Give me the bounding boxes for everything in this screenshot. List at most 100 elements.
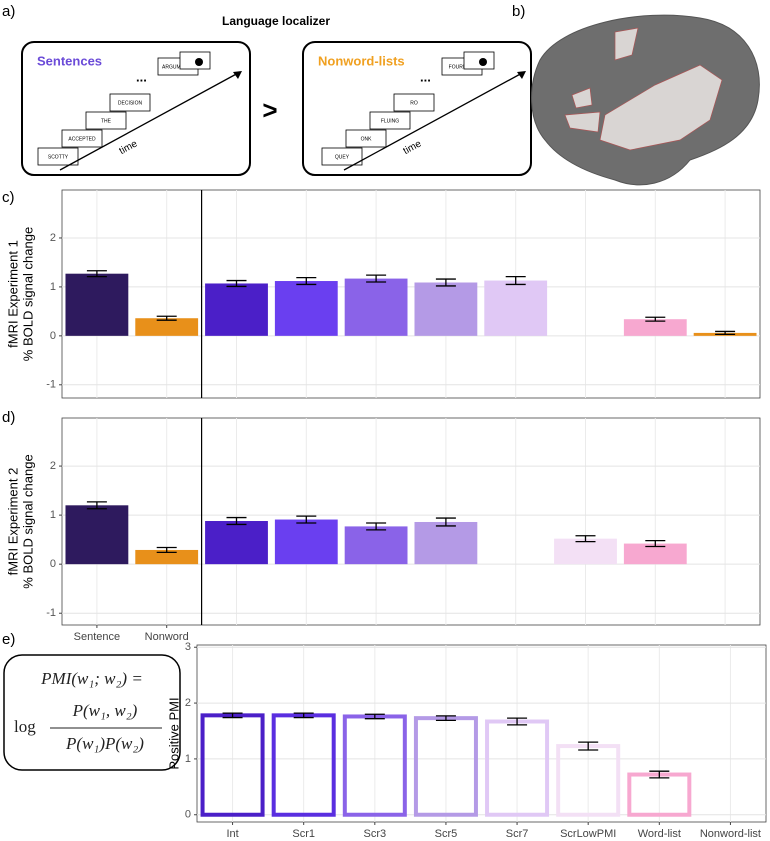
word: RO <box>410 100 418 106</box>
x-tick-label: ScrLowPMI <box>560 828 616 840</box>
panel-label: e) <box>2 631 15 648</box>
y-tick-label: 3 <box>185 641 191 653</box>
word-box <box>85 111 127 130</box>
bar <box>274 519 338 565</box>
y-tick-label: 1 <box>50 509 56 521</box>
error-bar <box>715 330 736 336</box>
y-tick-label: 2 <box>50 232 56 244</box>
arrow-head <box>233 71 242 79</box>
formula-denominator: P(w₁)P(w₂) <box>65 734 144 753</box>
error-bar <box>645 316 666 322</box>
error-bar <box>645 539 666 548</box>
bar <box>205 283 268 336</box>
panel-label: a) <box>2 3 15 20</box>
bar <box>65 273 129 336</box>
y-tick-label: 1 <box>185 753 191 765</box>
bar <box>274 281 338 336</box>
x-tick-label: Nonword-list <box>700 828 761 840</box>
error-bar <box>366 522 387 531</box>
sentences-box <box>21 41 251 176</box>
x-tick-label: Nonword <box>145 631 189 643</box>
sentences-label: Sentences <box>37 53 102 68</box>
formula-lhs: PMI(w₁; w₂) = <box>40 669 143 688</box>
y-tick-label: -1 <box>46 379 56 391</box>
bar <box>344 526 408 565</box>
bar <box>414 521 478 565</box>
error-bar <box>507 717 528 726</box>
response-box <box>179 51 211 70</box>
error-bar <box>226 516 247 526</box>
error-bar <box>435 278 456 287</box>
hand-icon <box>479 58 487 66</box>
y-axis-label: fMRI Experiment 2 <box>5 468 20 576</box>
word-box <box>109 93 151 112</box>
x-tick-label: Sentence <box>74 631 120 643</box>
word: ONK <box>361 136 373 142</box>
y-tick-label: 0 <box>50 330 56 342</box>
x-tick-label: Scr7 <box>506 828 529 840</box>
bar <box>344 278 408 336</box>
time-arrow <box>59 71 241 171</box>
error-bar <box>293 712 314 719</box>
plot-area <box>196 644 767 823</box>
word-box <box>369 111 411 130</box>
comparator: > <box>262 95 277 125</box>
y-tick-label: 1 <box>50 281 56 293</box>
x-tick-label: Scr5 <box>435 828 458 840</box>
bar <box>554 538 617 565</box>
word: DECISION <box>118 100 143 106</box>
y-tick-label: 0 <box>185 809 191 821</box>
time-label: time <box>401 138 423 157</box>
word-box <box>61 129 103 148</box>
time-arrow <box>343 71 525 171</box>
x-tick-label: Int <box>226 828 238 840</box>
bar <box>135 549 199 565</box>
word-stairs: SCOTTY ACCEPTED THE DECISION... ARGUMENTS tim… <box>37 51 526 171</box>
y-axis-label: Positive PMI <box>166 697 181 769</box>
error-bar <box>435 715 456 722</box>
bar <box>484 280 548 336</box>
error-bar <box>364 713 385 720</box>
error-bar <box>578 741 599 751</box>
word: ARGUMENTS <box>162 64 195 70</box>
nonwords-box <box>302 41 532 176</box>
brain <box>531 14 760 186</box>
bar <box>623 319 687 336</box>
bar <box>205 521 268 565</box>
word-box <box>345 129 387 148</box>
error-bar <box>156 546 177 554</box>
y-axis-label: % BOLD signal change <box>20 454 35 588</box>
y-tick-label: 2 <box>185 697 191 709</box>
word: QUEY <box>335 154 350 160</box>
formula-log: log <box>14 717 36 736</box>
word-box <box>393 93 435 112</box>
error-bar <box>226 279 247 288</box>
word-box <box>37 147 79 166</box>
bar <box>414 282 478 336</box>
x-tick-label: Word-list <box>638 828 681 840</box>
error-bar <box>296 515 317 524</box>
y-axis-label: % BOLD signal change <box>20 227 35 361</box>
panel-label: d) <box>2 409 15 426</box>
error-bar <box>505 275 526 286</box>
arrow-head <box>517 71 526 79</box>
error-bar <box>296 276 317 286</box>
hand-icon <box>195 58 203 66</box>
error-bar <box>575 535 596 543</box>
word: THE <box>101 118 112 124</box>
bar <box>65 505 129 565</box>
bar <box>623 543 687 565</box>
ellipsis: ... <box>136 69 147 84</box>
error-bar <box>86 501 107 510</box>
plot-area <box>61 417 761 626</box>
time-label: time <box>117 138 139 157</box>
x-tick-label: Scr1 <box>292 828 315 840</box>
error-bar <box>156 315 177 321</box>
y-tick-label: 0 <box>50 558 56 570</box>
formula-box <box>3 654 181 771</box>
error-bar <box>86 270 107 278</box>
word: SCOTTY <box>48 154 69 160</box>
response-box <box>463 51 495 70</box>
panel-label: b) <box>512 3 525 20</box>
